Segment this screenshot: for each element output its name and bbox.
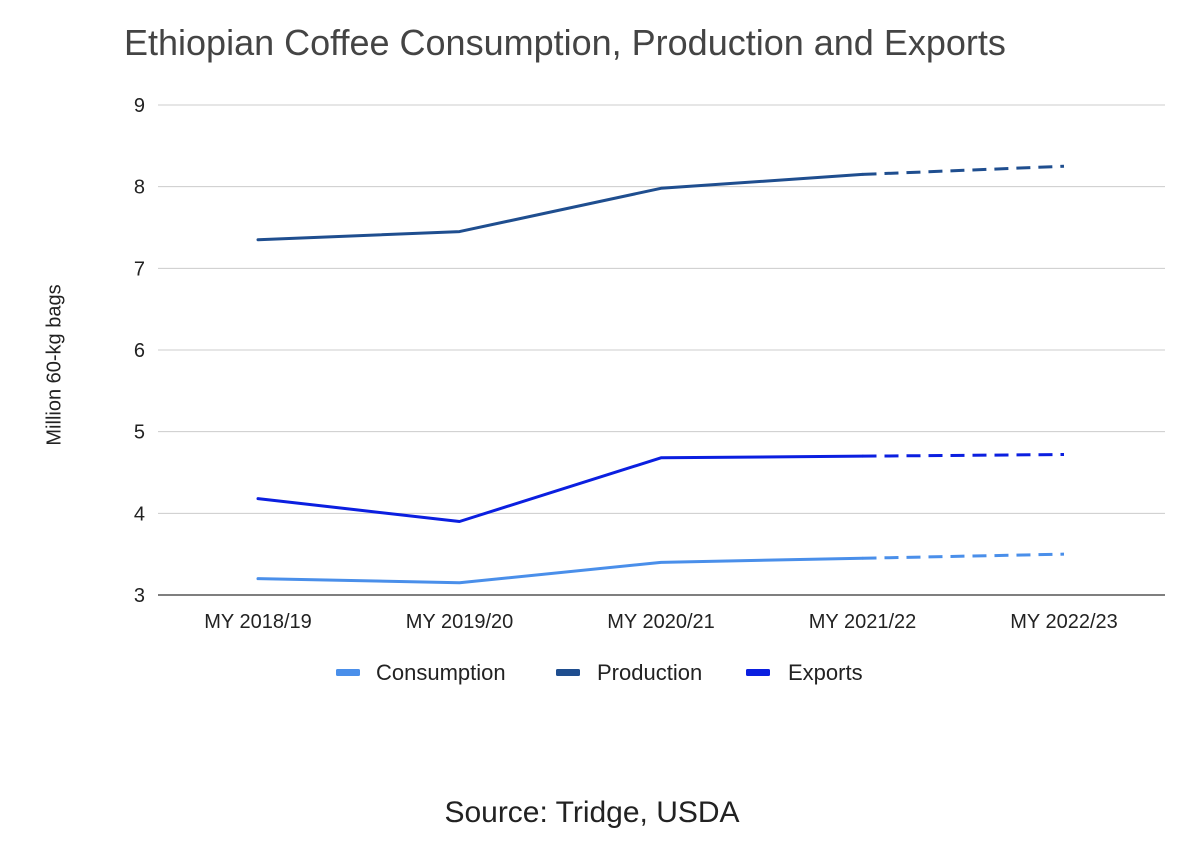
consumption-legend-label: Consumption [376,660,506,685]
gridlines [158,104,1165,596]
series-lines [256,164,1065,585]
y-tick-label: 7 [134,258,145,280]
legend: Consumption Production Exports [336,660,863,685]
x-tick-label: MY 2022/23 [1010,611,1118,633]
exports-legend-label: Exports [788,660,863,685]
y-axis-ticks: 3 4 5 6 7 8 9 [134,95,145,607]
x-tick-label: MY 2020/21 [607,611,715,633]
y-tick-label: 3 [134,585,145,607]
x-tick-label: MY 2018/19 [204,611,312,633]
y-tick-label: 8 [134,177,145,199]
y-tick-label: 4 [134,503,145,525]
consumption-line-solid [256,556,864,585]
consumption-legend-swatch [336,669,360,676]
exports-line-solid [256,454,864,523]
x-axis-ticks: MY 2018/19 MY 2019/20 MY 2020/21 MY 2021/22… [204,611,1118,633]
production-legend-label: Production [597,660,702,685]
exports-line-projected [862,453,1065,458]
production-legend-swatch [556,669,580,676]
production-line-solid [256,172,864,242]
chart-title: Ethiopian Coffee Consumption, Production… [124,22,1006,63]
source-note: Source: Tridge, USDA [444,796,740,829]
production-line-projected [862,164,1065,176]
x-tick-label: MY 2021/22 [809,611,917,633]
consumption-line-projected [862,552,1065,560]
y-tick-label: 9 [134,95,145,117]
y-tick-label: 5 [134,422,145,444]
x-tick-label: MY 2019/20 [406,611,514,633]
exports-legend-swatch [746,669,770,676]
y-tick-label: 6 [134,340,145,362]
